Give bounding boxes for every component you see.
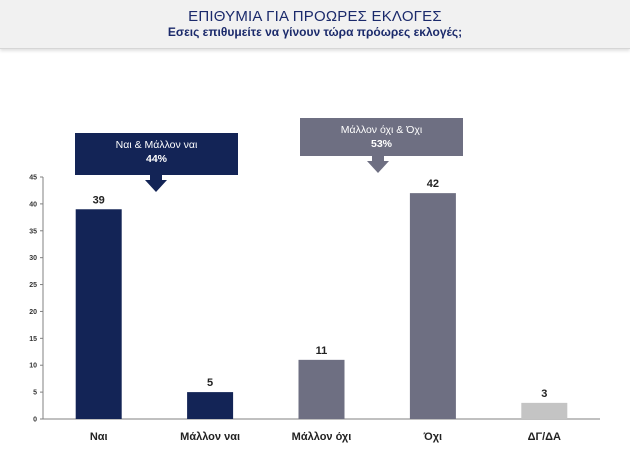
chart-title: ΕΠΙΘΥΜΙΑ ΓΙΑ ΠΡΟΩΡΕΣ ΕΚΛΟΓΕΣ	[188, 8, 442, 25]
category-label: Μάλλον ναι	[180, 431, 240, 443]
callout-box	[300, 118, 463, 156]
data-label: 5	[207, 377, 213, 389]
chart-subtitle: Εσεις επιθυμείτε να γίνουν τώρα πρόωρες …	[167, 25, 463, 39]
category-label: Ναι	[90, 431, 108, 443]
y-tick-label: 45	[29, 175, 37, 182]
callout-value: 53%	[371, 138, 393, 150]
bar	[187, 392, 234, 419]
category-label: Μάλλον όχι	[292, 431, 352, 443]
category-label: ΔΓ/ΔΑ	[528, 431, 561, 443]
callout-box	[75, 133, 238, 175]
callout-label: Ναι & Μάλλον ναι	[116, 139, 198, 151]
data-label: 39	[93, 194, 105, 206]
y-tick-label: 25	[29, 282, 37, 289]
bar	[75, 209, 122, 419]
y-tick-label: 40	[29, 201, 37, 208]
y-tick-label: 30	[29, 255, 37, 262]
y-tick-label: 0	[33, 417, 37, 424]
y-tick-label: 20	[29, 309, 37, 316]
data-label: 42	[427, 178, 439, 190]
y-tick-label: 15	[29, 336, 37, 343]
y-tick-label: 10	[29, 363, 37, 370]
callout-arrow	[145, 175, 167, 192]
bar	[521, 402, 568, 419]
data-label: 11	[316, 345, 328, 357]
callout-label: Μάλλον όχι & Όχι	[341, 124, 423, 136]
data-label: 3	[541, 388, 547, 400]
y-tick-label: 35	[29, 228, 37, 235]
bars	[75, 193, 568, 419]
callout-arrow	[367, 156, 389, 173]
category-labels: 39 Ναι 5 Μάλλον ναι 11 Μάλλον όχι 42 Όχι 3 ΔΓ/ΔΑ	[90, 178, 561, 443]
callouts: Ναι & Μάλλον ναι 44% Μάλλον όχι & Όχι 53%	[75, 118, 463, 192]
bar	[298, 359, 345, 419]
category-label: Όχι	[423, 431, 442, 443]
callout-value: 44%	[146, 153, 168, 165]
y-tick-label: 5	[33, 390, 37, 397]
bar	[409, 193, 456, 419]
header-banner: ΕΠΙΘΥΜΙΑ ΓΙΑ ΠΡΟΩΡΕΣ ΕΚΛΟΓΕΣ Εσεις επιθυ…	[0, 0, 630, 49]
